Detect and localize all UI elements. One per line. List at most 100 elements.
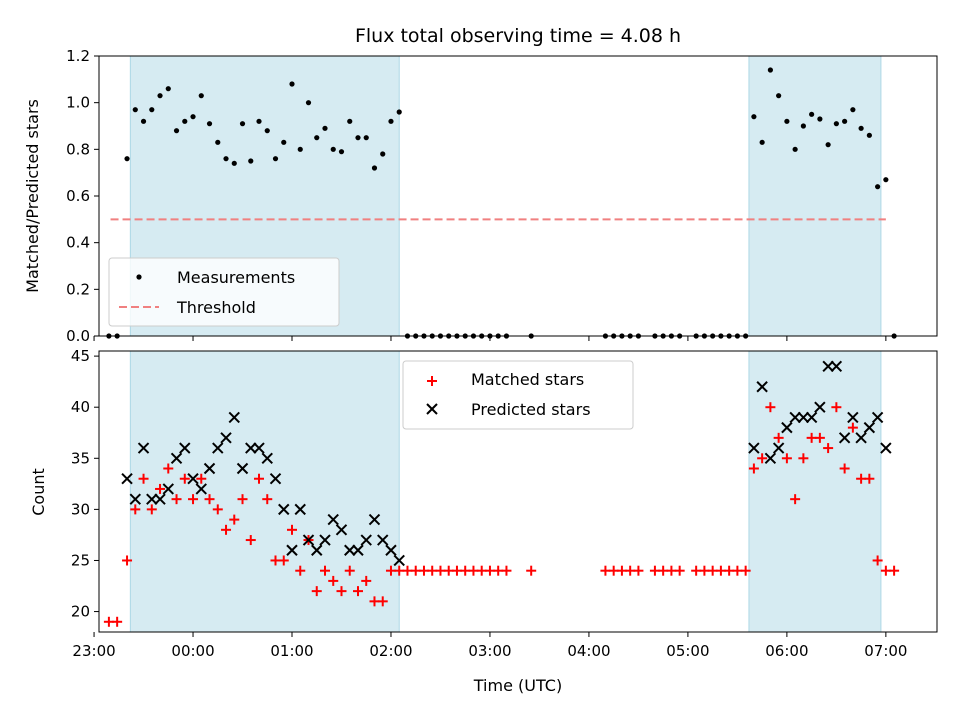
- matched-stars-point: [748, 463, 759, 474]
- matched-stars-point: [254, 473, 265, 484]
- measurements-point: [281, 139, 287, 145]
- y-tick-label: 30: [71, 500, 90, 518]
- matched-stars-point: [864, 473, 875, 484]
- measurements-point: [875, 184, 881, 190]
- predicted-stars-point: [327, 513, 339, 526]
- measurements-point: [388, 118, 394, 124]
- matched-stars-point: [344, 565, 355, 576]
- predicted-stars-point: [212, 442, 224, 454]
- measurements-point: [759, 139, 765, 145]
- matched-stars-point: [336, 586, 347, 597]
- shaded-interval-2: [748, 350, 882, 633]
- measurements-point: [355, 135, 361, 141]
- matched-stars-point: [377, 596, 388, 607]
- y-tick-label: 20: [71, 603, 90, 621]
- matched-stars-point: [171, 494, 182, 505]
- predicted-stars-point: [294, 503, 306, 516]
- matched-stars-point: [237, 494, 248, 505]
- predicted-stars-point: [772, 442, 785, 454]
- matched-stars-point: [112, 616, 123, 627]
- measurements-point: [157, 93, 163, 99]
- predicted-stars-point: [377, 534, 389, 546]
- measurements-point: [206, 121, 213, 127]
- ratio-panel-y-axis-label: Matched/Predicted stars: [23, 99, 42, 293]
- chart-title: Flux total observing time = 4.08 h: [355, 25, 681, 47]
- predicted-stars-point: [797, 411, 810, 424]
- count-panel-legend: Matched stars Predicted stars: [402, 360, 634, 430]
- measurements-point: [767, 67, 773, 73]
- matched-stars-point: [757, 453, 768, 464]
- matched-stars-point: [130, 504, 141, 515]
- matched-stars-point: [674, 565, 685, 576]
- predicted-stars-point: [368, 513, 381, 526]
- y-tick-label: 0.0: [66, 327, 90, 345]
- measurements-point: [124, 156, 130, 162]
- predicted-stars-point: [814, 401, 826, 413]
- measurements-point: [231, 160, 237, 166]
- x-tick-label: 06:00: [765, 642, 808, 660]
- matched-stars-point: [319, 565, 330, 576]
- measurements-point: [140, 118, 147, 124]
- x-tick-label: 02:00: [369, 642, 412, 660]
- matched-stars-point: [311, 586, 322, 597]
- measurements-point: [833, 121, 839, 127]
- measurements-point: [363, 135, 369, 141]
- predicted-stars-point: [805, 411, 818, 424]
- count-panel-series: [103, 360, 900, 627]
- predicted-stars-point: [748, 442, 760, 454]
- predicted-stars-point: [170, 452, 183, 464]
- matched-stars-point: [287, 524, 298, 535]
- count-panel-y-axis-label: Count: [29, 468, 48, 516]
- predicted-stars-point: [352, 544, 364, 556]
- predicted-stars-point: [863, 421, 876, 434]
- matched-stars-point: [229, 514, 240, 525]
- measurements-point: [784, 118, 790, 124]
- predicted-stars-point: [830, 360, 843, 373]
- matched-stars-point: [122, 555, 133, 566]
- measurements-point: [173, 128, 180, 134]
- matched-stars-point: [245, 535, 256, 546]
- matched-stars-point: [831, 402, 842, 413]
- ratio-panel-x-ticks: [93, 336, 887, 341]
- predicted-stars-point: [789, 411, 801, 424]
- predicted-stars-point: [179, 442, 191, 454]
- count-panel: 20 25 30 35 40 45 23:00 00:00 01:00 02:00 03:00 04…: [29, 347, 938, 695]
- matched-stars-point: [773, 432, 784, 443]
- matched-stars-point: [188, 494, 199, 505]
- predicted-stars-point: [319, 534, 331, 546]
- y-tick-label: 40: [71, 398, 90, 416]
- measurements-point: [264, 128, 270, 134]
- predicted-stars-point: [278, 503, 290, 516]
- count-panel-x-axis: 23:00 00:00 01:00 02:00 03:00 04:00 05:00 06:00…: [72, 632, 907, 660]
- x-tick-label: 03:00: [468, 642, 511, 660]
- measurements-point: [314, 135, 320, 141]
- measurements-point: [825, 142, 831, 148]
- predicted-stars-point: [245, 442, 257, 454]
- measurements-point: [289, 81, 295, 87]
- measurements-point: [751, 114, 757, 120]
- predicted-stars-point: [203, 462, 216, 475]
- predicted-stars-point: [360, 534, 372, 546]
- y-tick-label: 0.6: [66, 187, 90, 205]
- matched-stars-point: [204, 494, 215, 505]
- matched-stars-point: [221, 524, 232, 535]
- predicted-stars-point: [335, 524, 348, 536]
- measurements-point: [165, 86, 171, 92]
- matched-stars-point: [212, 504, 223, 515]
- predicted-stars-point: [393, 554, 405, 567]
- matched-stars-point: [790, 494, 801, 505]
- matched-stars-point: [814, 432, 825, 443]
- matched-stars-point: [526, 565, 537, 576]
- measurements-point: [776, 93, 782, 99]
- measurements-point: [322, 125, 328, 131]
- matched-stars-point: [823, 443, 834, 454]
- count-panel-legend-box: [402, 360, 634, 430]
- matched-stars-point: [196, 473, 207, 484]
- matched-stars-point: [179, 473, 190, 484]
- measurements-point: [330, 146, 336, 152]
- matched-stars-point: [278, 555, 289, 566]
- measurements-point: [272, 156, 279, 162]
- predicted-stars-point: [220, 432, 232, 444]
- x-tick-label: 00:00: [171, 642, 214, 660]
- measurements-point: [800, 123, 806, 129]
